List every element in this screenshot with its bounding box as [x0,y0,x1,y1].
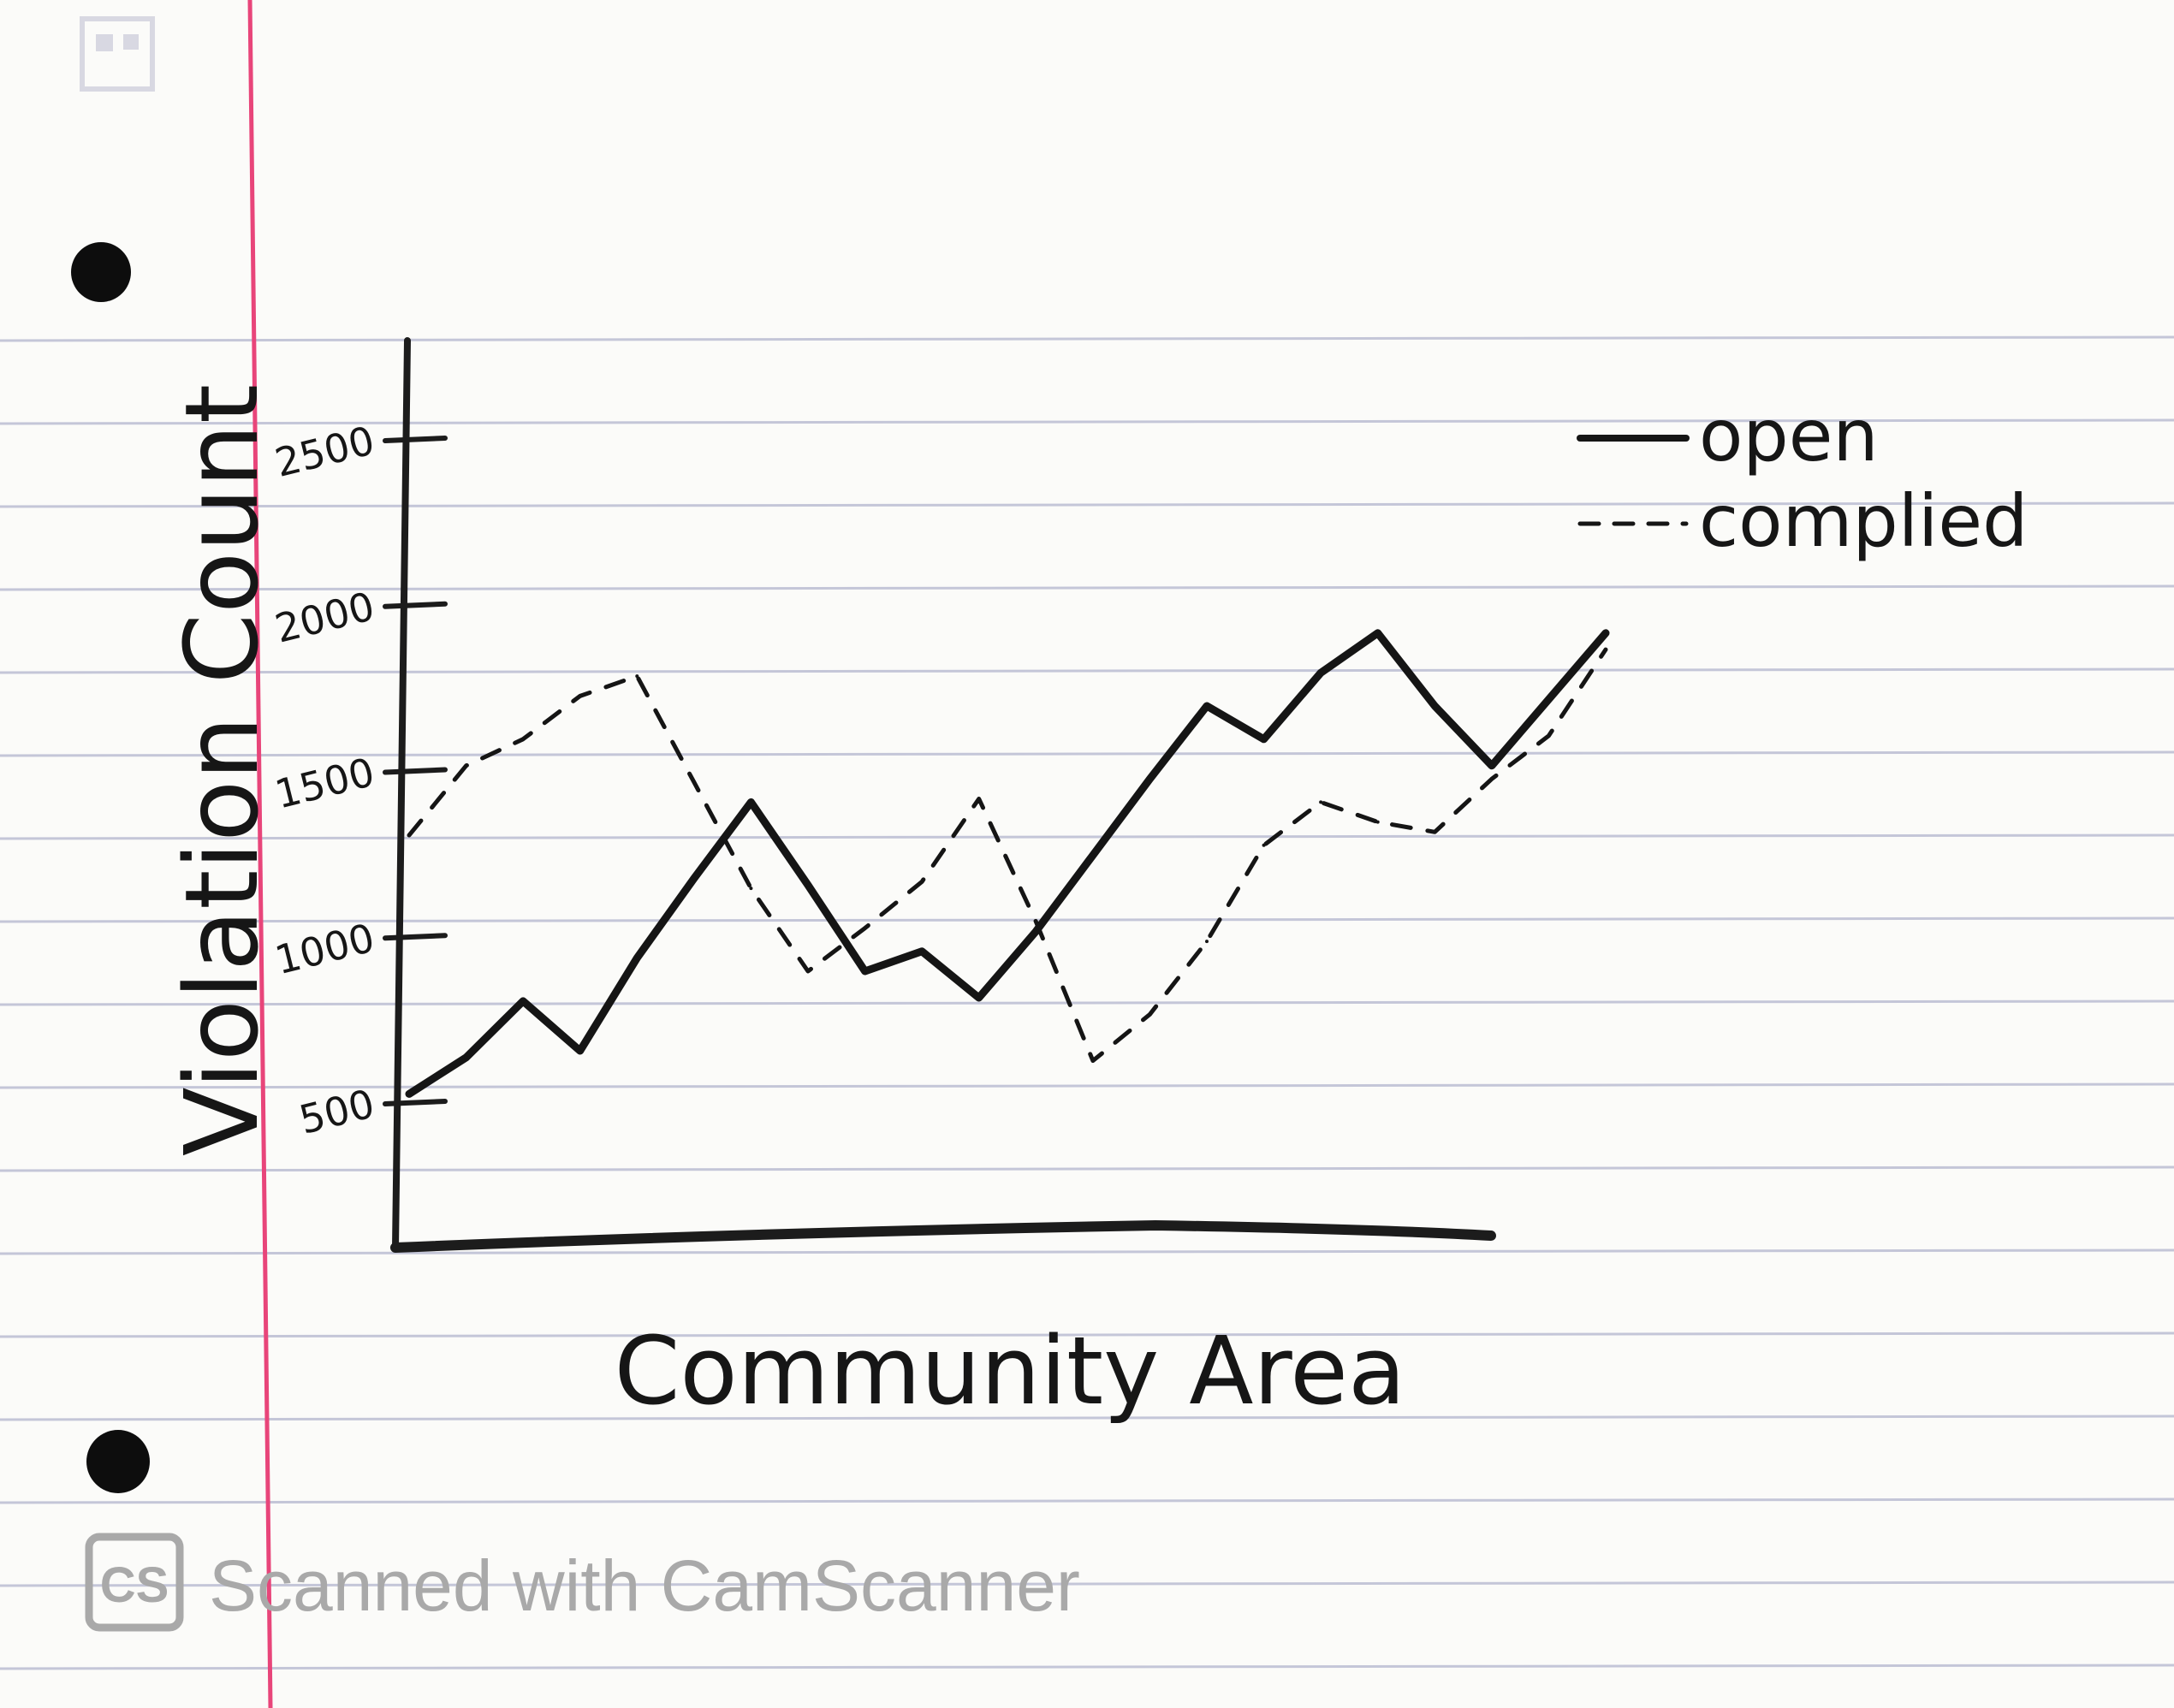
ruled-lines [0,335,2174,1670]
data-point-open [749,800,753,804]
rule-line [0,916,2174,923]
data-point-complied [1148,1012,1152,1017]
data-point-open [1262,737,1266,741]
data-point-open [1205,704,1209,708]
data-point-complied [806,970,810,973]
data-point-complied [749,887,753,891]
rule-line [0,1165,2174,1172]
y-tick-mark [383,436,448,443]
data-point-open [920,949,924,953]
rule-line [0,584,2174,591]
data-point-complied [1375,820,1380,824]
data-point-open [692,876,696,881]
rule-line [0,667,2174,674]
data-point-complied [1034,919,1038,923]
rule-line [0,833,2174,840]
watermark-text: Scanned with CamScanner [209,1545,1080,1626]
data-point-open [407,1092,411,1096]
data-point-complied [635,674,639,679]
y-tick-mark [383,767,448,775]
legend-label-complied: complied [1699,479,2028,563]
camscanner-watermark: CS Scanned with CamScanner [85,1533,1080,1632]
rule-line [0,999,2174,1006]
rule-line [0,1248,2174,1255]
data-point-complied [1433,830,1437,834]
chart-series [405,629,1610,1098]
data-point-open [578,1049,582,1053]
data-point-complied [1205,940,1209,944]
data-point-open [1489,763,1494,768]
series-line-complied [407,647,1608,1064]
x-axis-line [390,1219,1496,1253]
legend-label-open: open [1699,394,1879,477]
data-point-open [806,883,810,887]
y-tick-mark [383,1099,448,1106]
data-point-complied [977,797,981,801]
data-point-open [863,970,867,973]
camscanner-logo-text: CS [100,1557,169,1613]
data-point-open [1547,697,1551,702]
data-point-complied [1090,1059,1095,1063]
rule-line [0,1082,2174,1089]
y-axis-title: Violation Count [163,384,281,1156]
data-point-complied [407,833,411,838]
camscanner-logo-icon [85,1533,184,1632]
punch-holes [71,242,150,1493]
rule-line [0,501,2174,508]
data-point-open [1034,929,1038,934]
data-point-open [1604,631,1607,635]
data-point-complied [692,780,696,785]
data-point-open [977,996,981,999]
data-point-complied [1489,777,1494,781]
data-point-complied [1262,843,1266,847]
data-point-open [1090,853,1095,857]
rule-line [0,418,2174,425]
data-point-open [635,956,639,960]
corner-smudge [80,16,155,92]
data-point-complied [464,763,468,768]
data-point-complied [1604,648,1607,652]
data-point-complied [521,737,526,741]
rule-line [0,750,2174,757]
rule-line [0,1414,2174,1421]
y-axis-line [392,337,411,1251]
data-point-complied [1547,733,1551,738]
chart-axes [390,337,1496,1253]
rule-line [0,1497,2174,1504]
y-tick-mark [383,601,448,609]
y-tick-mark [383,933,448,941]
x-axis-title: Community Area [615,1316,1406,1426]
data-point-open [1433,704,1437,708]
rule-line [0,1580,2174,1587]
margin-line [247,0,273,1708]
data-point-complied [1319,800,1323,804]
data-point-complied [863,926,867,930]
rule-line [0,1664,2174,1670]
data-point-open [464,1055,468,1059]
punch-hole [86,1430,150,1493]
rule-line [0,335,2174,342]
series-line-open [405,629,1610,1098]
data-point-open [1148,777,1152,781]
punch-hole [71,242,131,302]
rule-line [0,1331,2174,1338]
data-point-open [1375,631,1380,635]
data-point-open [1319,671,1323,675]
data-point-complied [578,694,582,698]
data-point-complied [920,880,924,884]
data-point-open [521,999,526,1003]
